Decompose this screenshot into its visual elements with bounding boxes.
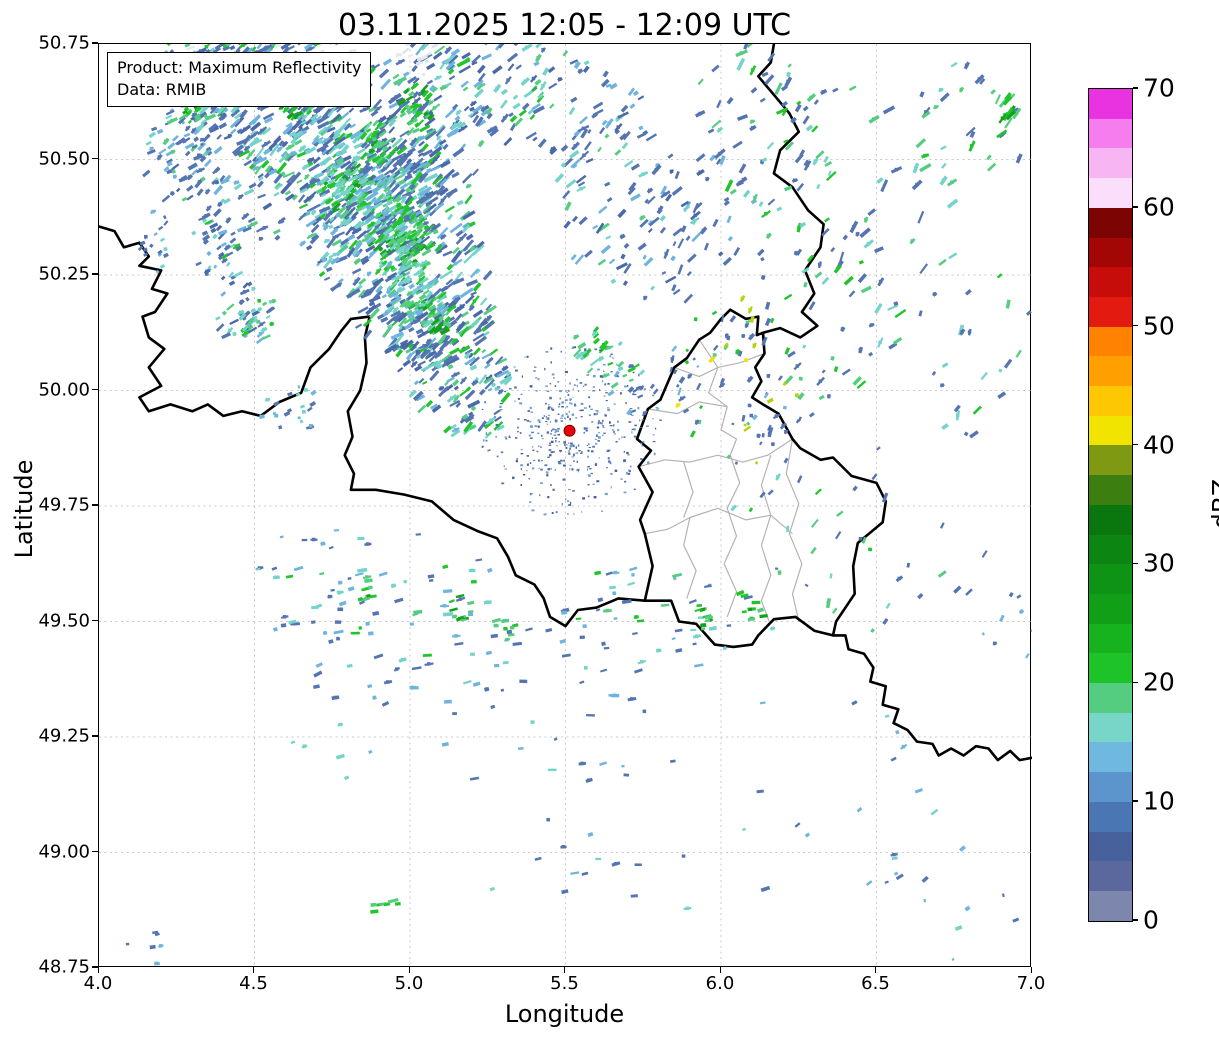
colorbar-tick-label: 50 xyxy=(1143,311,1175,341)
y-tick-mark xyxy=(92,157,98,160)
y-tick-label: 50.75 xyxy=(38,32,90,54)
colorbar-band xyxy=(1089,623,1132,654)
colorbar-tick-label: 20 xyxy=(1143,667,1175,697)
x-tick-mark xyxy=(564,967,566,973)
colorbar-band xyxy=(1089,712,1132,743)
plot-title: 03.11.2025 12:05 - 12:09 UTC xyxy=(337,8,792,43)
colorbar-band xyxy=(1089,148,1132,179)
colorbar-band xyxy=(1089,504,1132,535)
colorbar-tick-label: 60 xyxy=(1143,192,1175,222)
y-tick-label: 50.50 xyxy=(38,148,90,169)
y-tick-mark xyxy=(92,619,98,622)
x-tick-mark xyxy=(1030,967,1032,973)
colorbar-band xyxy=(1089,564,1132,594)
colorbar-tick-label: 0 xyxy=(1143,905,1159,935)
x-tick-label: 4.5 xyxy=(239,973,268,994)
radar-clutter-layer xyxy=(481,346,662,516)
colorbar-tick-label: 40 xyxy=(1143,430,1175,460)
x-tick-label: 4.0 xyxy=(83,973,113,994)
colorbar-band xyxy=(1089,267,1132,297)
x-tick-label: 7.0 xyxy=(1016,973,1046,994)
colorbar-tick-mark xyxy=(1133,87,1138,89)
colorbar-band xyxy=(1089,831,1132,862)
x-tick-mark xyxy=(253,967,255,973)
colorbar-band xyxy=(1089,207,1132,238)
y-tick-label: 50.25 xyxy=(38,263,90,285)
colorbar-band xyxy=(1089,237,1132,268)
colorbar-band xyxy=(1089,683,1132,713)
x-tick-mark xyxy=(875,967,877,973)
radar-map-canvas xyxy=(99,44,1032,968)
radar-site-marker xyxy=(563,424,576,437)
colorbar-band xyxy=(1089,653,1132,684)
colorbar-band xyxy=(1089,118,1132,149)
y-tick-label: 50.00 xyxy=(38,379,90,400)
x-tick-label: 6.0 xyxy=(705,973,735,994)
x-axis-label: Longitude xyxy=(504,1000,625,1028)
y-tick-mark xyxy=(92,850,98,853)
reflectivity-echoes-layer xyxy=(125,44,1032,966)
x-tick-label: 5.0 xyxy=(394,973,424,994)
colorbar-tick-label: 10 xyxy=(1143,786,1175,816)
product-annotation-box: Product: Maximum Reflectivity Data: RMIB xyxy=(107,52,372,108)
colorbar-tick-mark xyxy=(1133,681,1138,683)
country-borders-layer xyxy=(99,44,1032,762)
colorbar-band xyxy=(1089,742,1132,773)
x-tick-mark xyxy=(408,967,410,973)
product-line: Product: Maximum Reflectivity xyxy=(117,58,362,77)
colorbar xyxy=(1088,88,1133,922)
y-tick-mark xyxy=(92,504,98,506)
y-tick-mark xyxy=(92,388,98,391)
colorbar-label: dBZ xyxy=(1207,478,1219,530)
y-tick-label: 49.50 xyxy=(38,610,90,631)
colorbar-band xyxy=(1089,356,1132,387)
colorbar-tick-label: 70 xyxy=(1143,73,1175,103)
colorbar-band xyxy=(1089,593,1132,624)
colorbar-band xyxy=(1089,445,1132,476)
colorbar-band xyxy=(1089,178,1132,208)
y-tick-mark xyxy=(92,42,98,44)
colorbar-tick-mark xyxy=(1133,562,1138,565)
y-tick-label: 49.00 xyxy=(38,841,90,862)
colorbar-band xyxy=(1089,475,1132,505)
colorbar-tick-mark xyxy=(1133,206,1138,208)
data-source-line: Data: RMIB xyxy=(117,80,207,100)
colorbar-tick-mark xyxy=(1133,919,1138,921)
colorbar-band xyxy=(1089,534,1132,565)
y-tick-label: 49.25 xyxy=(38,725,90,747)
y-tick-label: 48.75 xyxy=(38,956,90,978)
x-tick-mark xyxy=(719,967,721,973)
colorbar-band xyxy=(1089,801,1132,832)
y-tick-mark xyxy=(92,273,98,275)
x-tick-label: 5.5 xyxy=(550,973,579,994)
y-tick-mark xyxy=(92,966,98,968)
colorbar-band xyxy=(1089,296,1132,327)
y-tick-mark xyxy=(92,735,98,737)
colorbar-tick-label: 30 xyxy=(1143,548,1175,578)
colorbar-band xyxy=(1089,386,1132,416)
map-plot-area: Product: Maximum Reflectivity Data: RMIB xyxy=(98,43,1032,968)
admin-borders-layer xyxy=(638,339,803,622)
colorbar-band xyxy=(1089,861,1132,891)
colorbar-band xyxy=(1089,89,1132,119)
colorbar-band xyxy=(1089,326,1132,357)
colorbar-band xyxy=(1089,415,1132,446)
colorbar-band xyxy=(1089,890,1132,921)
x-tick-label: 6.5 xyxy=(861,973,890,994)
colorbar-tick-mark xyxy=(1133,443,1138,446)
y-axis-label: Latitude xyxy=(10,459,38,559)
colorbar-band xyxy=(1089,772,1132,802)
y-tick-label: 49.75 xyxy=(38,494,90,516)
colorbar-tick-mark xyxy=(1133,325,1138,327)
x-tick-mark xyxy=(97,967,99,973)
colorbar-tick-mark xyxy=(1133,800,1138,802)
